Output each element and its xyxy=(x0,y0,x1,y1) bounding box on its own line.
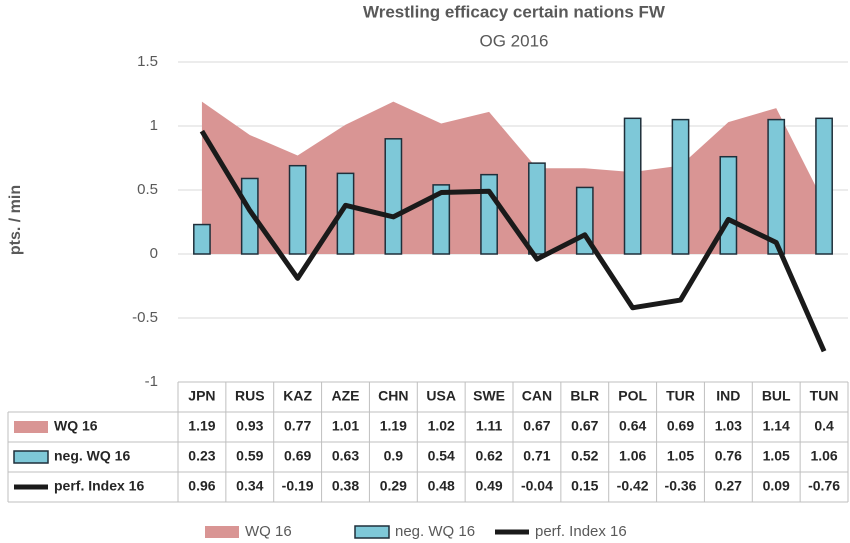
table-legend-key xyxy=(13,450,49,464)
legend-key xyxy=(205,526,239,538)
x-tick-label: AZE xyxy=(332,388,360,404)
table-cell: 0.23 xyxy=(188,448,215,464)
bar xyxy=(767,118,786,255)
bar xyxy=(815,117,833,255)
bar xyxy=(384,138,403,255)
table-cell: 0.69 xyxy=(284,448,311,464)
table-cell: 1.02 xyxy=(428,418,455,434)
x-tick-label: SWE xyxy=(473,388,505,404)
legend-key xyxy=(354,525,390,539)
x-tick-label: CAN xyxy=(522,388,552,404)
x-tick-label: BLR xyxy=(570,388,599,404)
y-tick-label: -1 xyxy=(145,373,158,390)
table-cell: 0.67 xyxy=(523,418,550,434)
table-cell: 0.63 xyxy=(332,448,359,464)
x-tick-label: CHN xyxy=(378,388,408,404)
table-cell: 1.19 xyxy=(380,418,407,434)
table-cell: 1.19 xyxy=(188,418,215,434)
table-cell: 0.77 xyxy=(284,418,311,434)
x-tick-label: TUR xyxy=(666,388,695,404)
bar xyxy=(719,155,738,255)
y-tick-label: 0 xyxy=(150,245,158,262)
table-cell: 1.14 xyxy=(763,418,790,434)
legend-label: neg. WQ 16 xyxy=(395,523,475,540)
table-cell: -0.42 xyxy=(617,478,649,494)
y-tick-label: 0.5 xyxy=(137,181,158,198)
table-cell: 0.59 xyxy=(236,448,263,464)
table-cell: 0.29 xyxy=(380,478,407,494)
table-cell: 1.06 xyxy=(619,448,646,464)
x-tick-label: POL xyxy=(618,388,647,404)
table-cell: 0.4 xyxy=(814,418,834,434)
table-cell: 1.06 xyxy=(810,448,837,464)
table-cell: -0.04 xyxy=(521,478,553,494)
table-row-label: WQ 16 xyxy=(54,418,98,434)
y-tick-label: -0.5 xyxy=(132,309,158,326)
x-tick-label: IND xyxy=(716,388,740,404)
chart-title: Wrestling efficacy certain nations FW xyxy=(363,2,666,21)
bar xyxy=(480,173,498,255)
table-row-label: perf. Index 16 xyxy=(54,478,144,494)
area xyxy=(201,101,825,255)
table-cell: 0.38 xyxy=(332,478,359,494)
x-tick-label: BUL xyxy=(762,388,791,404)
table-cell: 0.76 xyxy=(715,448,742,464)
table-cell: 0.48 xyxy=(428,478,455,494)
x-tick-label: USA xyxy=(426,388,456,404)
legend-label: WQ 16 xyxy=(245,523,292,540)
table-cell: 0.09 xyxy=(763,478,790,494)
table-cell: 0.27 xyxy=(715,478,742,494)
table-cell: -0.19 xyxy=(282,478,314,494)
bar xyxy=(193,223,211,255)
x-tick-label: TUN xyxy=(810,388,839,404)
table-cell: 0.71 xyxy=(523,448,550,464)
legend-label: perf. Index 16 xyxy=(535,523,627,540)
table-cell: 1.03 xyxy=(715,418,742,434)
table-cell: 1.05 xyxy=(763,448,790,464)
table-cell: 0.15 xyxy=(571,478,598,494)
x-tick-label: KAZ xyxy=(283,388,312,404)
table-cell: -0.76 xyxy=(808,478,840,494)
table-cell: 0.93 xyxy=(236,418,263,434)
table-cell: 1.11 xyxy=(476,418,503,434)
line xyxy=(199,129,827,353)
table-cell: 0.49 xyxy=(475,478,502,494)
table-cell: 1.05 xyxy=(667,448,694,464)
table-cell: 0.34 xyxy=(236,478,263,494)
y-tick-label: 1.5 xyxy=(137,53,158,70)
table-cell: 0.52 xyxy=(571,448,598,464)
bar xyxy=(240,177,259,255)
table-cell: 1.01 xyxy=(332,418,359,434)
table-row-label: neg. WQ 16 xyxy=(54,448,130,464)
bar xyxy=(528,162,546,255)
bar xyxy=(432,184,451,255)
x-tick-label: JPN xyxy=(188,388,215,404)
table-cell: 0.96 xyxy=(188,478,215,494)
y-tick-label: 1 xyxy=(150,117,158,134)
table-cell: 0.67 xyxy=(571,418,598,434)
table-legend-key xyxy=(14,421,48,433)
chart-subtitle: OG 2016 xyxy=(480,31,549,50)
bar xyxy=(288,164,307,255)
table-cell: -0.36 xyxy=(665,478,697,494)
x-tick-label: RUS xyxy=(235,388,265,404)
table-cell: 0.62 xyxy=(475,448,502,464)
table-cell: 0.64 xyxy=(619,418,646,434)
table-cell: 0.69 xyxy=(667,418,694,434)
y-axis-label: pts. / min xyxy=(7,185,24,255)
table-cell: 0.9 xyxy=(384,448,404,464)
table-cell: 0.54 xyxy=(428,448,455,464)
bar xyxy=(623,117,642,255)
bar xyxy=(671,118,690,255)
